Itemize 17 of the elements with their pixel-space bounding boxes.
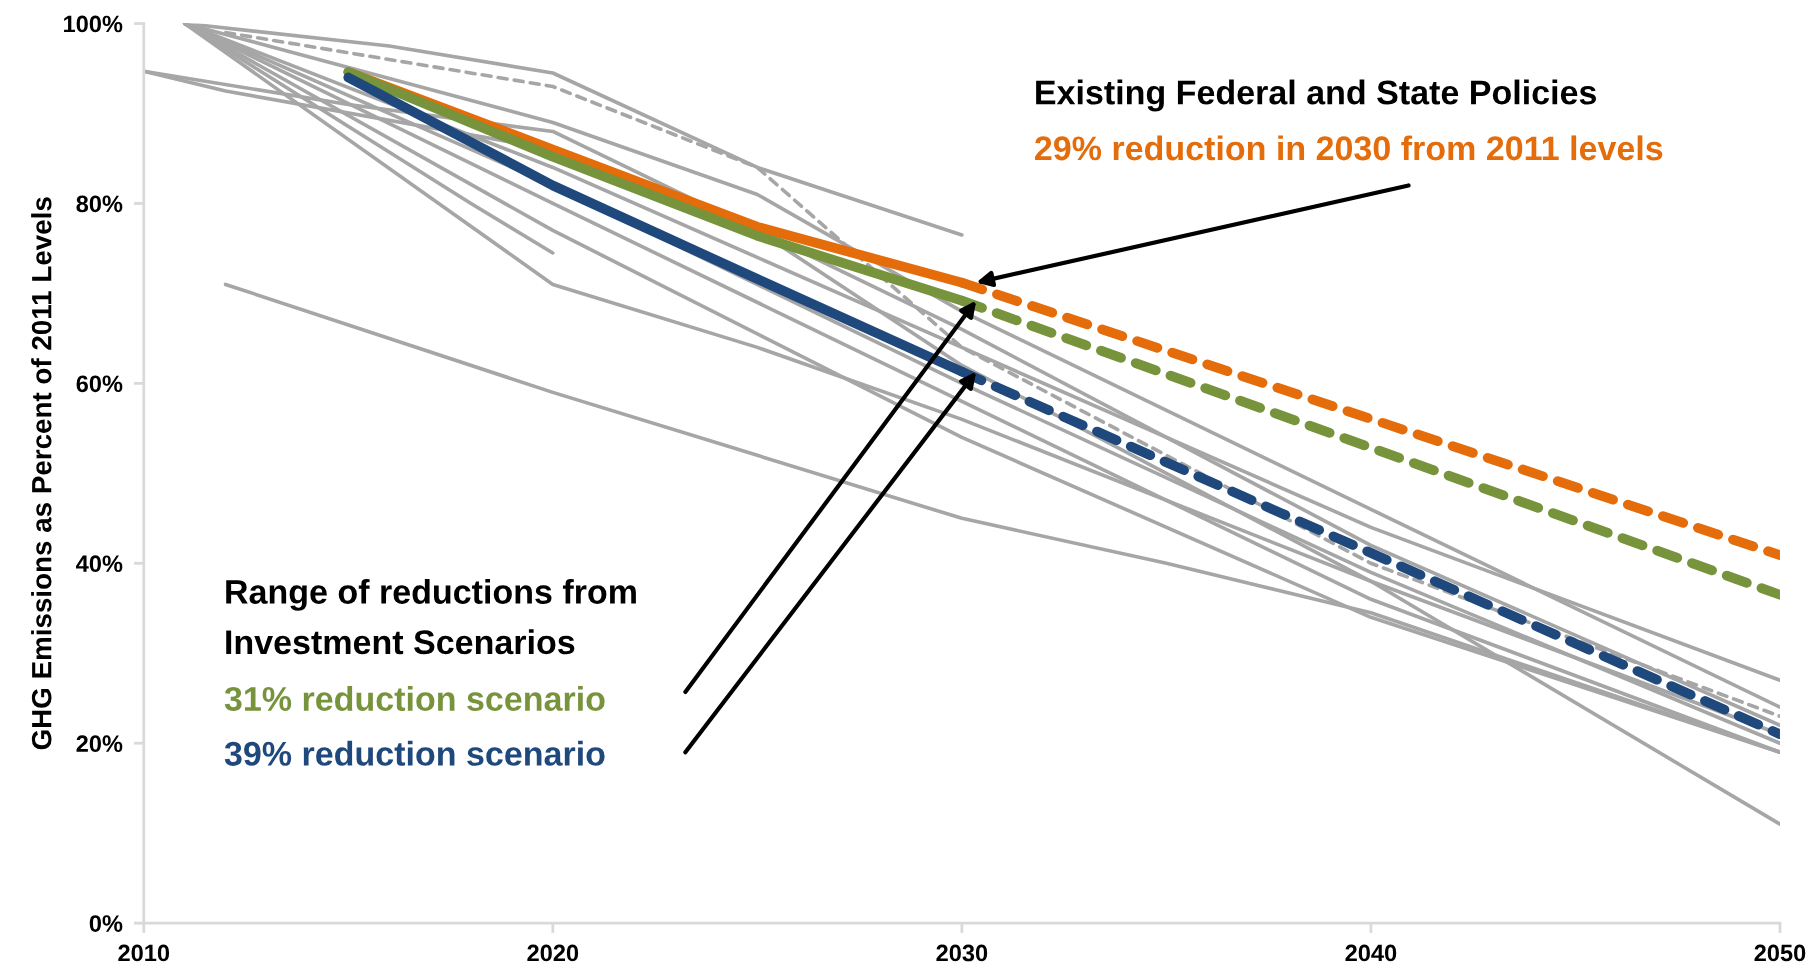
y-tick-label: 60% — [76, 375, 123, 393]
x-tick-label: 2050 — [1754, 944, 1806, 962]
y-tick-label: 40% — [76, 555, 123, 573]
x-tick-label: 2040 — [1345, 944, 1397, 962]
y-tick-label: 20% — [76, 735, 123, 753]
annotation: Range of reductions from Investment Scenarios — [226, 578, 636, 655]
annotation: Existing Federal and State Policies — [1036, 79, 1596, 112]
y-axis-title: GHG Emissions as Percent of 2011 Levels — [31, 197, 52, 750]
text: 39% reduction scenario — [224, 740, 605, 766]
x-tick-label: 2010 — [118, 944, 170, 962]
text: 29% reduction in 2030 from 2011 levels — [1035, 135, 1663, 161]
y-tick-label: 80% — [76, 195, 123, 213]
y-tick-label: 0% — [89, 915, 123, 932]
text: 31% reduction scenario — [224, 685, 605, 712]
y-tick-label: 100% — [64, 15, 123, 33]
x-tick-label: 2030 — [936, 944, 988, 962]
x-tick-label: 2020 — [527, 944, 579, 962]
